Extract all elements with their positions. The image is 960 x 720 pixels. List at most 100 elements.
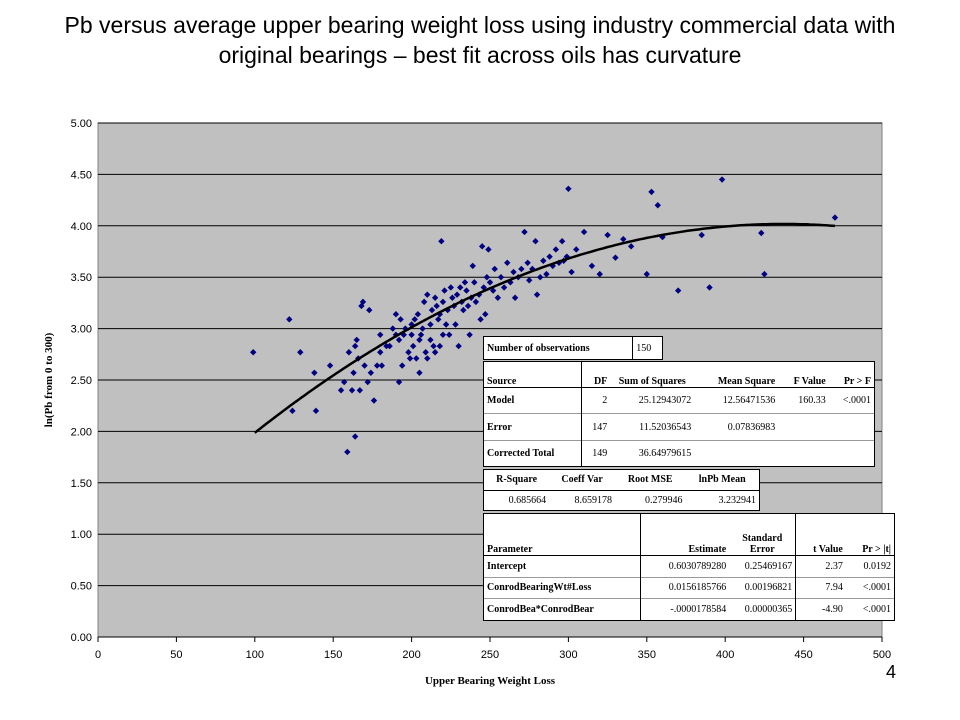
data-point — [439, 298, 447, 306]
data-point — [627, 243, 635, 250]
data-point — [326, 362, 334, 369]
chart-title: Pb versus average upper bearing weight l… — [64, 12, 896, 68]
y-tick-label: 1.50 — [71, 478, 92, 490]
data-point — [416, 336, 423, 344]
data-point — [370, 397, 378, 404]
data-point — [596, 270, 603, 278]
fit-header: R-Square — [484, 470, 550, 491]
data-point — [441, 287, 448, 294]
data-point — [422, 349, 429, 356]
fit-header: Coeff Var — [549, 470, 615, 491]
data-point — [408, 331, 415, 338]
data-point — [521, 228, 528, 236]
anova-cell: 11.52036543 — [610, 413, 695, 441]
data-point — [350, 369, 357, 377]
slide-number: 4 — [886, 662, 897, 682]
data-point — [648, 188, 655, 196]
anova-cell — [778, 413, 829, 441]
data-point — [413, 355, 420, 362]
data-point — [457, 284, 464, 291]
x-tick-label: 0 — [95, 649, 101, 661]
y-tick-label: 2.00 — [71, 426, 92, 438]
anova-header-ms: Mean Square — [694, 362, 779, 388]
data-point — [367, 369, 375, 377]
anova-cell — [694, 440, 779, 466]
anova-row-error: Error 147 11.52036543 0.07836983 — [484, 413, 874, 441]
params-cell: 0.25469167 — [729, 554, 796, 578]
data-point — [431, 349, 439, 356]
data-point — [565, 185, 572, 192]
fit-header-row: R-Square Coeff Var Root MSE lnPb Mean — [484, 470, 759, 491]
x-tick-label: 50 — [170, 649, 182, 661]
data-point — [659, 233, 666, 241]
data-point — [337, 387, 345, 394]
anova-cell: Model — [484, 386, 583, 414]
fit-header: lnPb Mean — [685, 470, 759, 491]
data-point — [431, 294, 439, 301]
anova-cell: 147 — [581, 413, 611, 441]
data-point — [378, 362, 386, 369]
data-point — [439, 331, 447, 338]
params-cell: -.0000178584 — [640, 598, 730, 620]
anova-cell — [778, 440, 829, 466]
data-point — [452, 321, 459, 328]
anova-cell — [828, 440, 874, 466]
data-point — [348, 387, 356, 394]
data-point — [464, 302, 472, 310]
params-cell: 0.00196821 — [729, 576, 796, 599]
data-point — [420, 298, 428, 306]
data-point — [511, 294, 519, 301]
data-point — [427, 321, 434, 328]
x-tick-label: 450 — [794, 649, 812, 661]
params-header: Estimate — [640, 514, 730, 556]
params-cell: <.0001 — [845, 598, 894, 620]
anova-header-f: F Value — [778, 362, 829, 388]
data-point — [453, 291, 461, 298]
data-point — [761, 270, 768, 278]
y-tick-label: 5.00 — [71, 118, 92, 130]
data-point — [568, 268, 575, 276]
anova-cell: 2 — [581, 386, 611, 414]
data-point — [366, 306, 373, 314]
data-point — [297, 349, 304, 356]
x-tick-label: 250 — [481, 649, 499, 661]
fit-value: 8.659178 — [574, 494, 612, 506]
fit-value: 0.685664 — [508, 494, 547, 506]
anova-cell: <.0001 — [828, 386, 874, 414]
data-point — [533, 291, 541, 298]
anova-cell: 36.64979615 — [610, 440, 695, 466]
data-point — [698, 231, 705, 239]
data-point — [588, 262, 596, 270]
data-point — [552, 246, 560, 253]
data-point — [344, 448, 351, 456]
data-point — [409, 342, 417, 350]
data-point — [414, 311, 422, 318]
data-point — [486, 279, 494, 286]
anova-cell: Error — [484, 413, 583, 441]
data-point — [536, 274, 544, 281]
params-cell: 0.0156185766 — [640, 576, 730, 599]
data-point — [351, 433, 359, 440]
anova-cell — [828, 413, 874, 441]
data-point — [397, 316, 404, 323]
anova-cell: Corrected Total — [484, 440, 583, 466]
data-point — [524, 259, 531, 267]
anova-header-row: Source DF Sum of Squares Mean Square F V… — [484, 362, 874, 388]
fit-curve — [254, 222, 836, 434]
fit-value: 0.279946 — [644, 494, 683, 506]
anova-header-p: Pr > F — [828, 362, 874, 388]
y-tick-label: 3.00 — [71, 324, 92, 336]
data-point — [392, 311, 400, 318]
data-point — [563, 253, 571, 260]
data-point — [395, 336, 403, 344]
data-point — [518, 265, 525, 273]
anova-cell: 149 — [581, 440, 611, 466]
data-point — [497, 274, 505, 281]
data-point — [311, 369, 318, 377]
data-point — [461, 279, 469, 286]
data-point — [483, 274, 491, 281]
data-point — [612, 254, 619, 261]
data-point — [643, 270, 650, 278]
anova-row-total: Corrected Total 149 36.64979615 — [484, 440, 874, 466]
data-point — [674, 287, 682, 294]
